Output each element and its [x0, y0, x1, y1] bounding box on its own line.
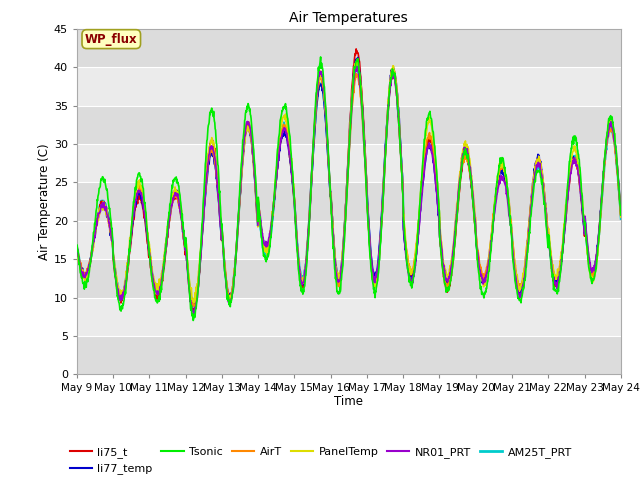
Bar — [77, 0, 621, 29]
Bar — [77, 182, 621, 221]
Bar — [77, 67, 621, 106]
Title: Air Temperatures: Air Temperatures — [289, 11, 408, 25]
Text: WP_flux: WP_flux — [85, 33, 138, 46]
Bar — [77, 259, 621, 298]
Y-axis label: Air Temperature (C): Air Temperature (C) — [38, 144, 51, 260]
Bar — [77, 106, 621, 144]
Bar — [77, 221, 621, 259]
Bar — [77, 336, 621, 374]
Bar — [77, 144, 621, 182]
X-axis label: Time: Time — [334, 395, 364, 408]
Bar — [77, 29, 621, 67]
Legend: li75_t, li77_temp, Tsonic, AirT, PanelTemp, NR01_PRT, AM25T_PRT: li75_t, li77_temp, Tsonic, AirT, PanelTe… — [70, 447, 572, 474]
Bar — [77, 298, 621, 336]
